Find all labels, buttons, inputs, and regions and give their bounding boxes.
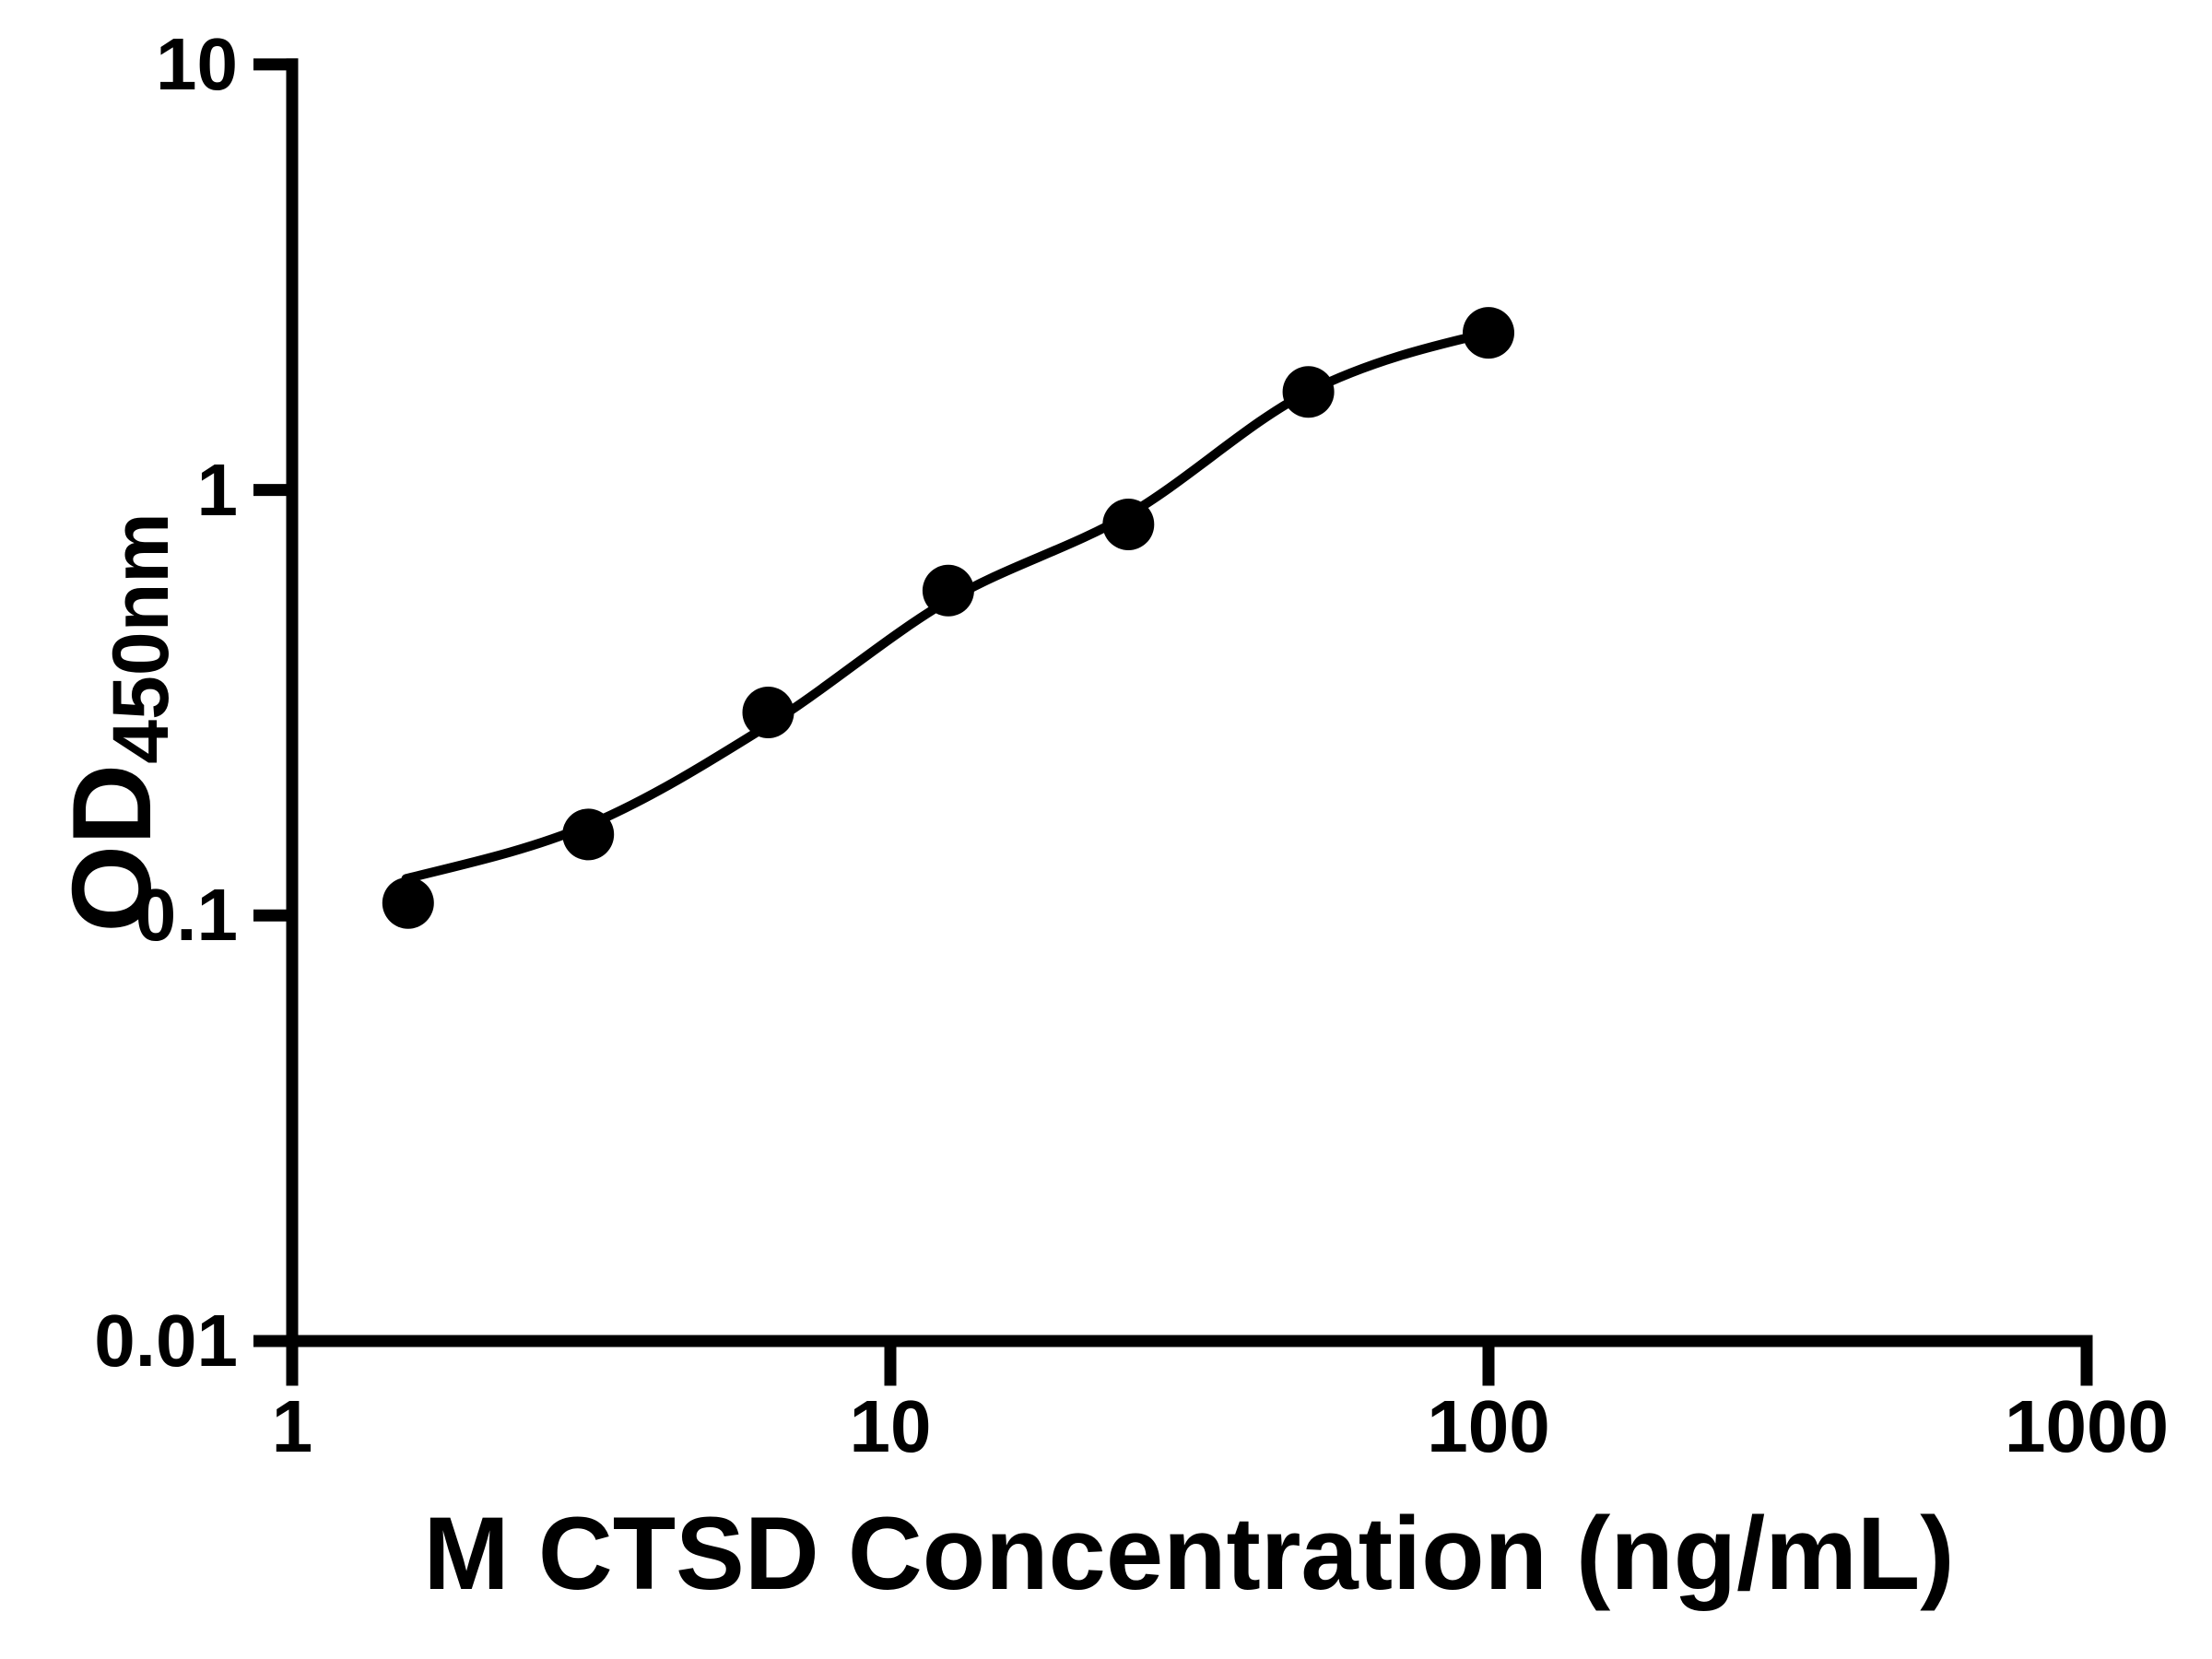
x-tick-label: 1 xyxy=(271,1385,313,1467)
y-tick-label: 0.1 xyxy=(135,874,238,957)
data-point-marker xyxy=(1102,499,1155,550)
data-point-marker xyxy=(1282,366,1335,418)
y-tick-label: 0.01 xyxy=(94,1300,238,1382)
x-tick-label: 1000 xyxy=(2005,1385,2169,1467)
x-tick-label: 10 xyxy=(849,1385,932,1467)
y-tick-label: 1 xyxy=(196,448,239,531)
y-tick-label: 10 xyxy=(156,22,238,105)
data-point-marker xyxy=(742,687,794,738)
data-point-marker xyxy=(562,808,615,861)
data-point-marker xyxy=(1463,307,1514,359)
data-point-marker xyxy=(922,564,974,617)
data-point-marker xyxy=(382,877,434,929)
x-tick-label: 100 xyxy=(1427,1385,1550,1467)
y-axis-title: OD450nm xyxy=(49,512,185,933)
x-axis-title: M CTSD Concentration (ng/mL) xyxy=(423,1496,1955,1611)
y-axis-title-subscript: 450nm xyxy=(96,512,185,764)
